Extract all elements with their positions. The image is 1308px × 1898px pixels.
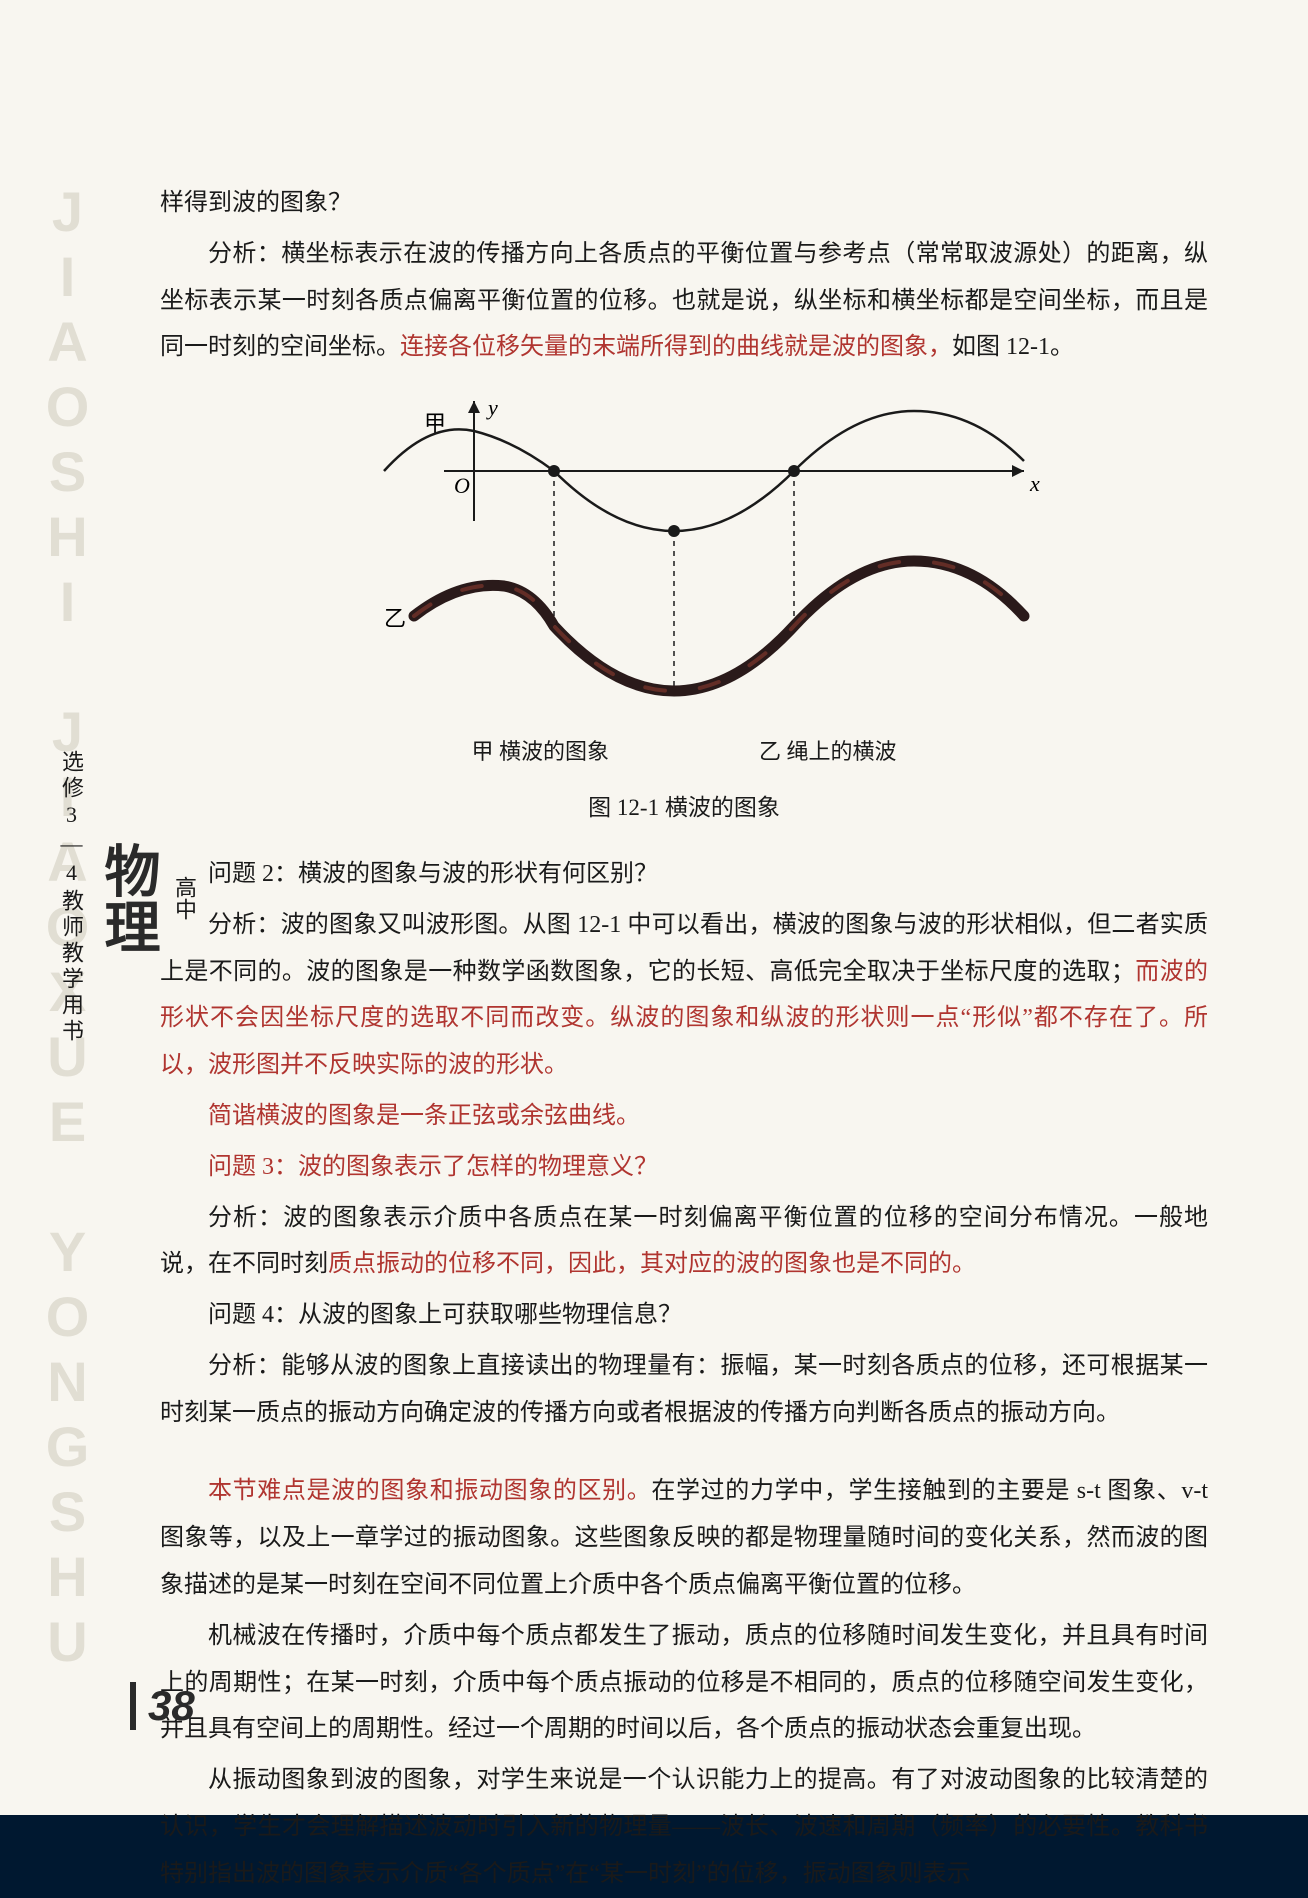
text: 如图 12-1。 bbox=[952, 334, 1074, 360]
text: 分析：波的图象又叫波形图。从图 12-1 中可以看出，横波的图象与波的形状相似，… bbox=[160, 912, 1208, 985]
highlight-text: 质点振动的位移不同，因此，其对应的波的图象也是不同的。 bbox=[328, 1251, 976, 1277]
caption-right: 乙 绳上的横波 bbox=[759, 731, 897, 774]
paragraph: 分析：能够从波的图象上直接读出的物理量有：振幅，某一时刻各质点的位移，还可根据某… bbox=[160, 1343, 1208, 1437]
caption-left: 甲 横波的图象 bbox=[471, 731, 609, 774]
figure-sublabels: 甲 横波的图象 乙 绳上的横波 bbox=[160, 731, 1208, 774]
paragraph: 分析：波的图象又叫波形图。从图 12-1 中可以看出，横波的图象与波的形状相似，… bbox=[160, 902, 1208, 1089]
figure-12-1: y x O 甲 乙 甲 横波的图象 乙 bbox=[160, 401, 1208, 831]
paragraph: 样得到波的图象？ bbox=[160, 180, 1208, 227]
spine-margin: JIAOSHI JIAOXUE YONGSHU 高中 物理 选修3—4教师教学用… bbox=[0, 0, 130, 1815]
highlight-text: 连接各位移矢量的末端所得到的曲线就是波的图象， bbox=[400, 334, 952, 360]
paragraph: 本节难点是波的图象和振动图象的区别。在学过的力学中，学生接触到的主要是 s-t … bbox=[160, 1468, 1208, 1608]
svg-text:y: y bbox=[486, 401, 498, 420]
spine-title: 高中 物理 选修3—4教师教学用书 bbox=[55, 750, 200, 1045]
paragraph: 机械波在传播时，介质中每个质点都发生了振动，质点的位移随时间发生变化，并且具有时… bbox=[160, 1613, 1208, 1753]
svg-text:O: O bbox=[454, 473, 470, 498]
paragraph: 分析：波的图象表示介质中各质点在某一时刻偏离平衡位置的位移的空间分布情况。一般地… bbox=[160, 1195, 1208, 1289]
spine-top: 高中 bbox=[168, 876, 200, 920]
figure-caption: 图 12-1 横波的图象 bbox=[160, 786, 1208, 831]
question-2: 问题 2：横波的图象与波的形状有何区别？ bbox=[160, 851, 1208, 898]
svg-text:x: x bbox=[1029, 471, 1040, 496]
page-number: 38 bbox=[130, 1682, 195, 1730]
wave-diagram: y x O 甲 乙 bbox=[324, 401, 1044, 711]
question-3: 问题 3：波的图象表示了怎样的物理意义？ bbox=[160, 1144, 1208, 1191]
paragraph: 从振动图象到波的图象，对学生来说是一个认识能力上的提高。有了对波动图象的比较清楚… bbox=[160, 1757, 1208, 1897]
page: JIAOSHI JIAOXUE YONGSHU 高中 物理 选修3—4教师教学用… bbox=[0, 0, 1308, 1815]
highlight-paragraph: 简谐横波的图象是一条正弦或余弦曲线。 bbox=[160, 1093, 1208, 1140]
paragraph: 分析：横坐标表示在波的传播方向上各质点的平衡位置与参考点（常常取波源处）的距离，… bbox=[160, 231, 1208, 371]
spine-sub: 选修3—4教师教学用书 bbox=[55, 750, 87, 1045]
spine-main: 物理 bbox=[87, 842, 168, 954]
highlight-text: 本节难点是波的图象和振动图象的区别。 bbox=[208, 1478, 651, 1504]
content-area: 样得到波的图象？ 分析：横坐标表示在波的传播方向上各质点的平衡位置与参考点（常常… bbox=[130, 0, 1308, 1815]
question-4: 问题 4：从波的图象上可获取哪些物理信息？ bbox=[160, 1292, 1208, 1339]
svg-text:乙: 乙 bbox=[384, 606, 406, 631]
